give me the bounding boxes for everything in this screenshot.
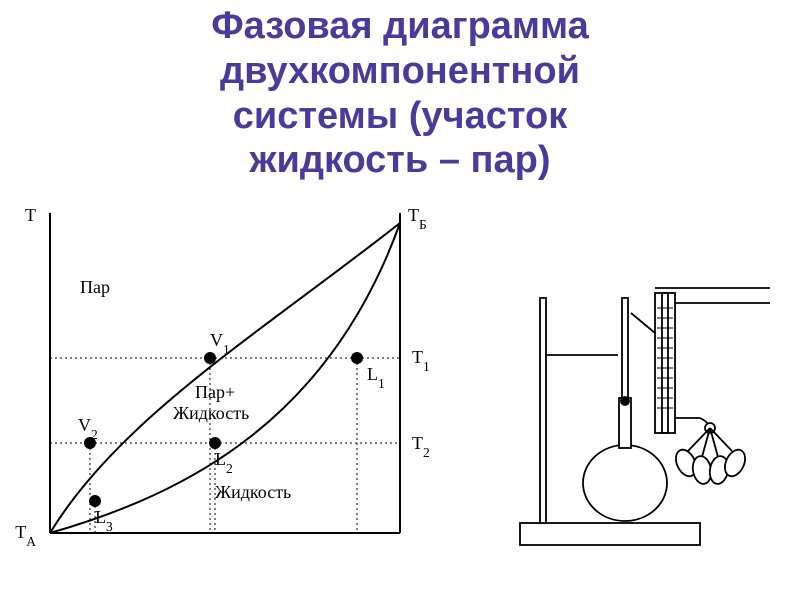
diagram-label: T2 (412, 433, 430, 460)
title-line-4: жидкость – пар) (250, 139, 551, 181)
point-L2 (209, 437, 221, 449)
page-title: Фазовая диаграмма двухкомпонентной систе… (0, 0, 800, 183)
hotplate-base (520, 523, 700, 545)
thermometer (622, 298, 628, 398)
point-label-L2: L2 (215, 449, 233, 476)
title-line-1: Фазовая диаграмма (211, 5, 589, 47)
round-bottom-flask (583, 445, 667, 521)
distillation-apparatus (450, 183, 770, 583)
stand-rod (540, 298, 546, 523)
title-line-2: двухкомпонентной (220, 50, 580, 92)
diagram-label: Пар+ (195, 382, 235, 402)
point-L1 (351, 352, 363, 364)
title-line-3: системы (участок (233, 95, 567, 137)
diagram-label: Пар (80, 277, 110, 297)
content-row: V1V2L1L2L3TТБТАT1T2ПарПар+ЖидкостьЖидкос… (0, 183, 800, 583)
point-V1 (204, 352, 216, 364)
condenser-jacket (655, 293, 675, 433)
phase-diagram: V1V2L1L2L3TТБТАT1T2ПарПар+ЖидкостьЖидкос… (0, 183, 450, 583)
diagram-label: Жидкость (215, 482, 291, 502)
side-arm (631, 313, 655, 333)
thermometer-bulb (621, 397, 629, 405)
diagram-label: T1 (412, 347, 430, 374)
point-L3 (89, 495, 101, 507)
diagram-label: ТА (15, 522, 36, 549)
point-label-L1: L1 (367, 364, 385, 391)
diagram-label: ТБ (408, 205, 427, 232)
point-label-L3: L3 (95, 507, 113, 534)
point-label-V1: V1 (210, 330, 230, 357)
diagram-label: T (25, 205, 36, 225)
diagram-label: Жидкость (173, 403, 249, 423)
